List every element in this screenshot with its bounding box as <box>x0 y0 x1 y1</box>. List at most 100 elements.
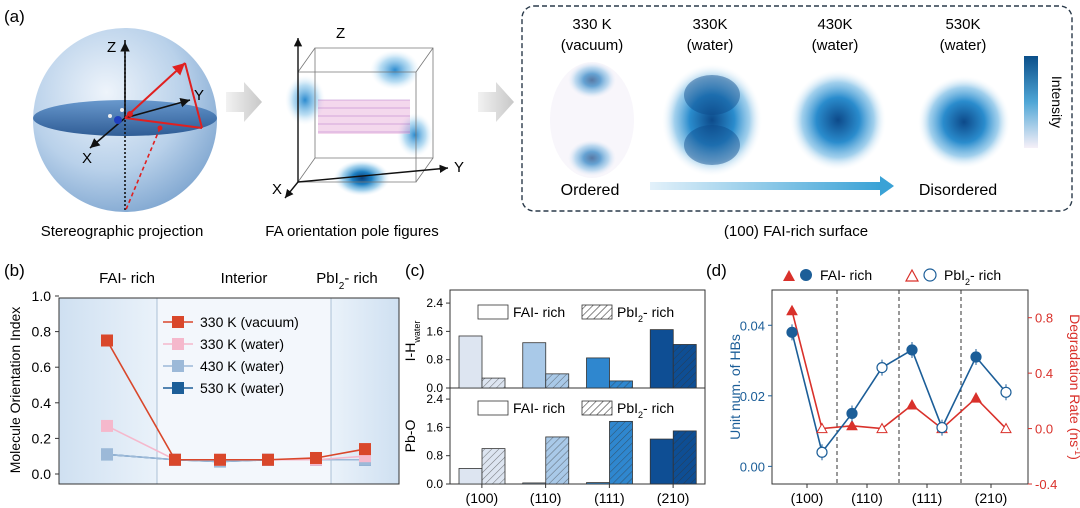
panel-d-degradation-point <box>786 304 798 316</box>
panel-b-ytick-label: 1.0 <box>32 288 52 304</box>
surface-dashed-box <box>521 5 1073 212</box>
panel-d-hbs-point <box>876 362 888 374</box>
panel-b-point <box>101 419 113 432</box>
panel-d-hbs-point <box>936 421 948 434</box>
pole-figure-box <box>284 38 449 199</box>
panel-d-legend-pbi-label: PbI2- rich <box>944 267 1001 287</box>
panel-label-b: (b) <box>4 261 25 280</box>
legend-fai-triangle-icon <box>783 270 795 281</box>
panel-d-right-ytick-label: 0.4 <box>1035 366 1053 381</box>
panel-b-point <box>359 443 371 456</box>
panel-c-bottom-bar-pbi-hatch <box>545 436 569 484</box>
condition-3-env: (water) <box>812 37 859 54</box>
panel-c-bottom-legend-fai-swatch <box>477 400 509 416</box>
pole-map-530k-water <box>918 76 1010 168</box>
surface-pole-maps <box>550 62 1010 178</box>
pole-axis-x-label: X <box>272 181 282 198</box>
panel-d-left-ylabel: Unit num. of HBs <box>727 334 743 440</box>
ordered-label: Ordered <box>561 182 620 199</box>
panel-c-top-bar-fai <box>649 329 674 389</box>
panel-d-hbs-point <box>786 326 798 338</box>
stereographic-sphere <box>33 28 217 213</box>
pole-map-vacuum-top <box>568 62 616 98</box>
panel-label-c: (c) <box>405 261 425 280</box>
panel-c-xtick-label: (100) <box>466 490 499 506</box>
panel-d-right-ytick-label: 0.0 <box>1035 422 1053 437</box>
panel-c-bottom-legend-fai-label: FAI- rich <box>513 400 565 416</box>
panel-c-top-bar-fai <box>586 357 610 389</box>
condition-4-temp: 530K <box>945 16 980 33</box>
panel-c-bottom-bar-fai <box>649 438 674 485</box>
panel-c-top-ylabel: I-Hwater <box>402 321 422 362</box>
panel-c-top-bar-fai <box>458 335 483 389</box>
panel-b-point <box>101 334 113 347</box>
panel-b-legend-label: 330 K (water) <box>200 336 284 352</box>
region-label-interior: Interior <box>221 270 268 287</box>
panel-b-series-line <box>106 340 366 461</box>
intensity-label: Intensity <box>1049 76 1065 128</box>
panel-c-bottom-bar-fai <box>586 482 610 485</box>
panel-d-legend-fai-label: FAI- rich <box>820 267 872 283</box>
condition-3-temp: 430K <box>817 16 852 33</box>
panel-b-ytick-label: 0.8 <box>32 324 52 340</box>
surface-condition-labels: 330 K (vacuum) 330K (water) 430K (water)… <box>561 16 987 54</box>
panel-b-ytick-label: 0.6 <box>32 359 52 375</box>
panel-b-ylabel: Molecule Orientation Index <box>7 307 23 474</box>
panel-d-right-ylabel: Degradation Rate (ns-1) <box>1067 314 1080 460</box>
panel-label-d: (d) <box>706 261 727 280</box>
panel-d-xtick-label: (111) <box>912 490 943 506</box>
panel-c-bottom-ylabel: Pb-O <box>402 420 418 453</box>
pole-axis-y-label: Y <box>454 159 464 176</box>
legend-pbi-circle-icon <box>923 268 937 282</box>
panel-c-xtick-label: (110) <box>530 490 562 506</box>
panel-c-bottom-legend-pbi-swatch <box>581 400 613 416</box>
condition-2-env: (water) <box>687 37 734 54</box>
panel-d-hbs-line <box>791 332 1007 455</box>
panel-c-top-bar-pbi-hatch <box>673 344 697 388</box>
panel-d-degradation-point <box>970 392 982 403</box>
panel-label-a: (a) <box>4 7 25 26</box>
panel-d-degradation-point <box>816 422 828 434</box>
panel-c-top-bar-pbi-hatch <box>482 378 505 388</box>
panel-d-xtick-label: (100) <box>791 490 824 506</box>
panel-b-legend-marker <box>172 338 184 350</box>
panel-b-point <box>169 453 181 466</box>
panel-c-top-legend-fai-swatch <box>477 304 509 320</box>
axis-x-label: X <box>82 150 92 167</box>
order-arrow-shaft <box>650 182 880 190</box>
panel-d-left-ytick-label: 0.04 <box>740 318 765 333</box>
panel-d-degradation-point <box>846 419 858 431</box>
panel-c-ytick-label: 0.0 <box>426 477 443 491</box>
panel-c-bottom-bar-pbi-hatch <box>609 421 633 484</box>
panel-d-right-ytick-label: 0.8 <box>1035 311 1053 326</box>
panel-b-point <box>310 451 322 464</box>
panel-b-legend-marker <box>172 316 184 328</box>
condition-2-temp: 330K <box>692 16 727 33</box>
panel-b-legend-label: 530 K (water) <box>200 380 284 396</box>
panel-d-chart: Unit num. of HBs Degradation Rate (ns-1)… <box>727 267 1080 506</box>
axis-y-label: Y <box>194 87 204 104</box>
panel-c-bottom-bar-fai <box>522 482 547 485</box>
panel-d-hbs-point <box>846 407 858 420</box>
panel-c-bottom-bar-pbi-hatch <box>482 448 505 484</box>
caption-stereographic: Stereographic projection <box>41 223 204 240</box>
panel-b-point <box>214 453 226 466</box>
region-interior-bg <box>157 298 331 484</box>
panel-c-ytick-label: 0.8 <box>426 449 443 463</box>
panel-d-hbs-point <box>1000 386 1012 398</box>
panel-d-left-ytick-label: 0.02 <box>740 389 765 404</box>
panel-d-frame <box>771 289 1029 485</box>
region-label-fai-rich: FAI- rich <box>99 270 155 287</box>
axis-z-label: Z <box>107 39 116 56</box>
panel-d-degradation-line <box>791 310 1007 430</box>
panel-c-xtick-label: (111) <box>594 490 625 506</box>
panel-c-ytick-label: 0.0 <box>426 381 443 395</box>
panel-d-right-ytick-label: -0.4 <box>1035 477 1057 492</box>
legend-fai-circle-icon <box>800 269 812 281</box>
arrow-gray-2 <box>478 82 514 122</box>
panel-b-legend-label: 430 K (water) <box>200 358 284 374</box>
panel-c-top-bar-pbi-hatch <box>545 373 569 388</box>
panel-c-ytick-label: 2.4 <box>426 392 443 406</box>
panel-c-bottom-bar-fai <box>458 468 483 485</box>
